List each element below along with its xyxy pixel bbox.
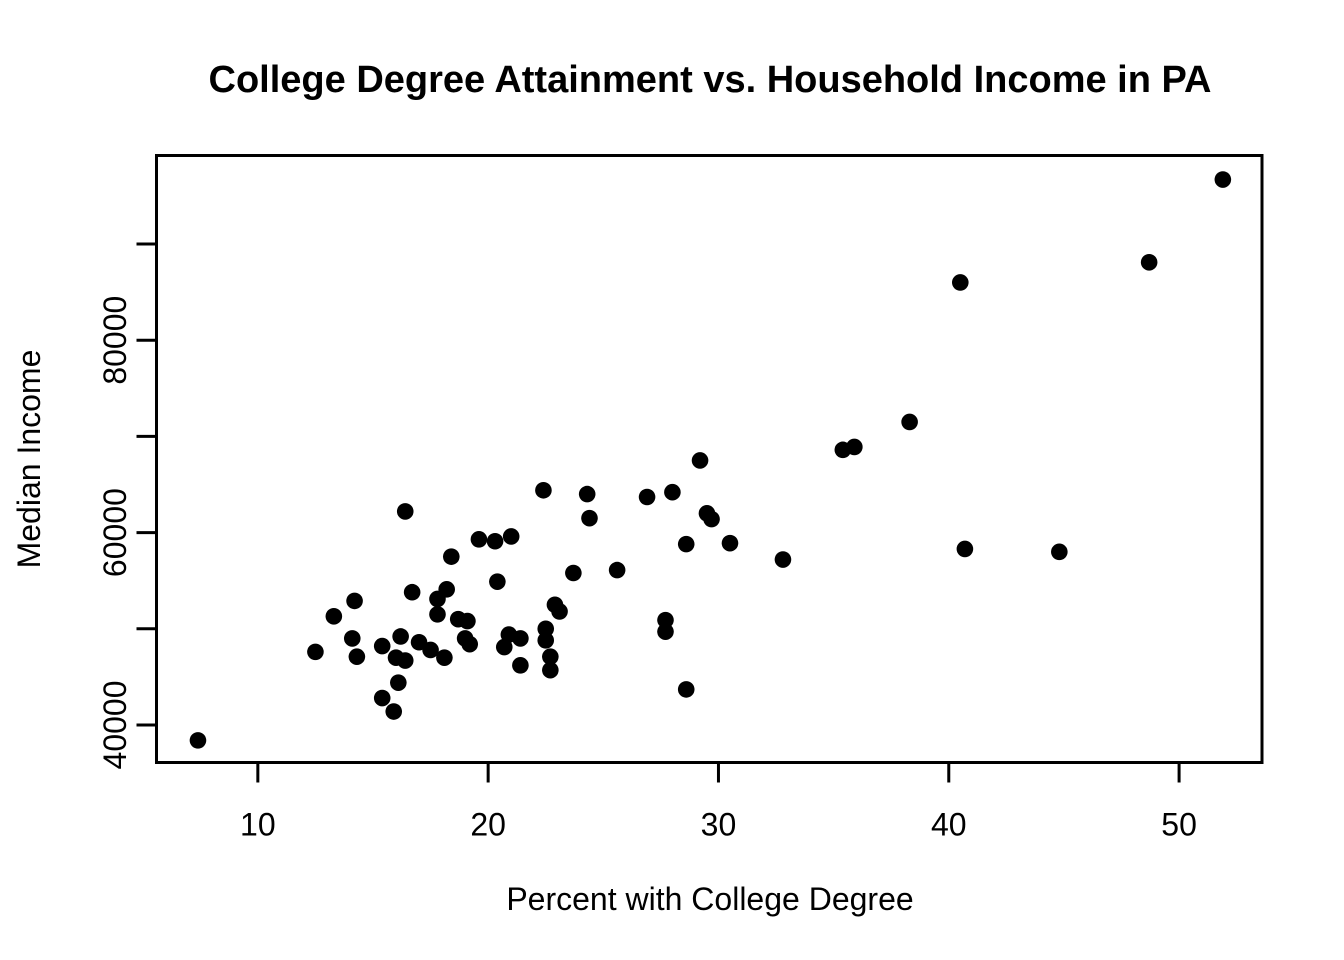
x-tick-label: 10 <box>240 807 276 843</box>
data-point <box>512 630 529 647</box>
data-point <box>189 732 207 749</box>
data-point <box>677 681 695 698</box>
data-point <box>348 648 366 665</box>
data-point <box>537 632 555 649</box>
data-point <box>657 623 674 640</box>
data-point <box>385 703 403 720</box>
data-point <box>403 583 421 601</box>
data-point <box>542 661 559 679</box>
data-point <box>657 611 674 629</box>
y-axis-label: Median Income <box>11 350 47 569</box>
data-point <box>551 603 568 620</box>
data-point <box>846 438 863 456</box>
data-point <box>429 606 446 623</box>
data-point <box>638 488 656 506</box>
data-point <box>307 643 324 661</box>
data-point <box>396 503 414 520</box>
x-tick-label: 20 <box>470 807 506 843</box>
y-tick-label: 40000 <box>97 680 133 769</box>
data-point <box>512 657 529 674</box>
data-point <box>664 483 681 501</box>
data-point <box>459 612 476 630</box>
data-point <box>390 674 407 691</box>
chart-title: College Degree Attainment vs. Household … <box>209 59 1212 101</box>
data-point <box>495 638 513 656</box>
y-tick-label: 60000 <box>97 488 133 577</box>
data-point <box>956 540 974 558</box>
data-point <box>470 531 488 548</box>
data-point <box>581 509 598 527</box>
data-point <box>502 528 520 545</box>
data-point <box>373 689 391 707</box>
data-point <box>461 635 479 653</box>
data-point <box>691 452 709 469</box>
data-point <box>392 628 409 645</box>
data-point <box>1051 543 1068 561</box>
data-point <box>346 592 363 610</box>
data-point <box>703 510 720 528</box>
data-point <box>774 551 792 568</box>
x-axis-label: Percent with College Degree <box>506 881 913 917</box>
x-tick-label: 40 <box>931 807 967 843</box>
data-point <box>535 481 552 499</box>
data-point <box>537 620 555 638</box>
data-point <box>721 534 739 552</box>
x-tick-label: 50 <box>1161 807 1197 843</box>
y-axis-ticks: 40000 60000 80000 <box>97 242 157 769</box>
data-point <box>486 532 504 550</box>
data-point <box>677 535 695 553</box>
data-point <box>438 581 455 598</box>
data-point <box>901 413 918 431</box>
data-point <box>343 630 361 647</box>
y-tick-label: 80000 <box>97 296 133 385</box>
data-point <box>373 637 391 655</box>
data-point <box>325 607 343 625</box>
data-point <box>422 641 439 659</box>
plot-box <box>155 154 1264 764</box>
x-tick-label: 30 <box>701 807 737 843</box>
data-point <box>951 274 969 291</box>
data-point <box>578 485 596 503</box>
data-points <box>189 171 1232 749</box>
data-point <box>443 548 460 565</box>
data-point <box>489 573 506 590</box>
data-point <box>1214 171 1232 188</box>
data-point <box>436 649 453 666</box>
data-point <box>565 564 582 582</box>
data-point <box>396 652 414 669</box>
data-point <box>608 561 626 579</box>
x-axis-ticks: 10 20 30 40 50 <box>240 762 1197 843</box>
data-point <box>542 648 559 665</box>
data-point <box>1140 253 1158 271</box>
